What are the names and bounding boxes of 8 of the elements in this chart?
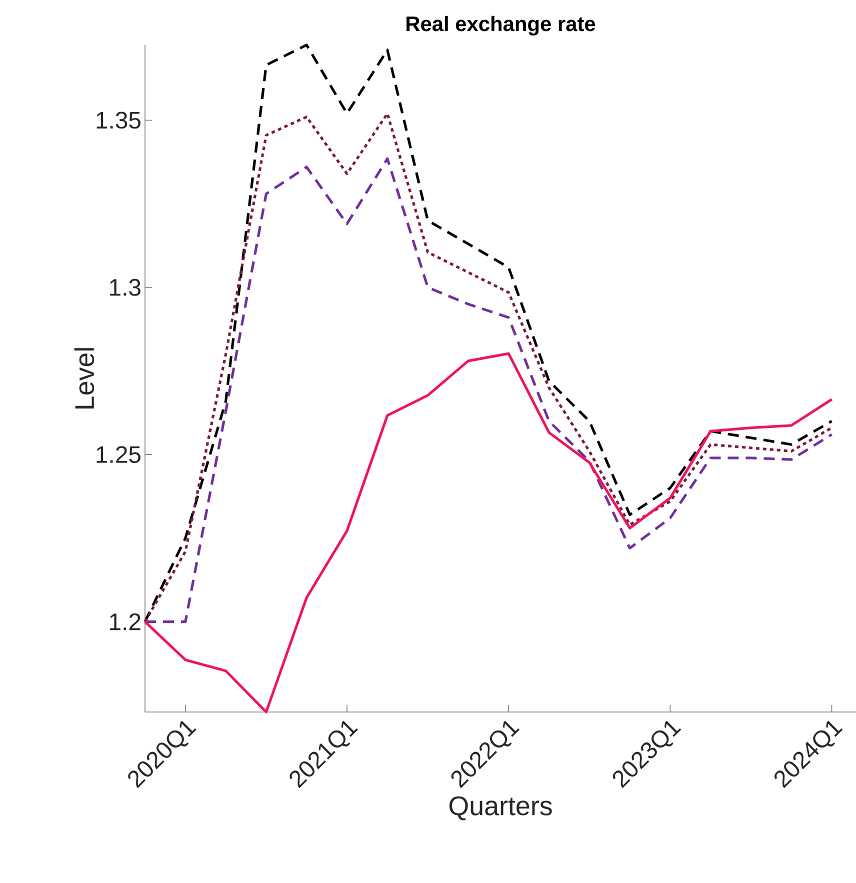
y-axis-title: Level [74, 348, 94, 408]
y-tick-label: 1.3 [110, 278, 140, 296]
x-axis-title: Quarters [449, 796, 552, 820]
y-tick-label: 1.35 [96, 112, 140, 129]
y-tick-label: 1.25 [96, 446, 140, 464]
chart-title: Real exchange rate [406, 16, 596, 36]
line-series [144, 352, 834, 714]
y-tick-label: 1.2 [110, 613, 140, 630]
